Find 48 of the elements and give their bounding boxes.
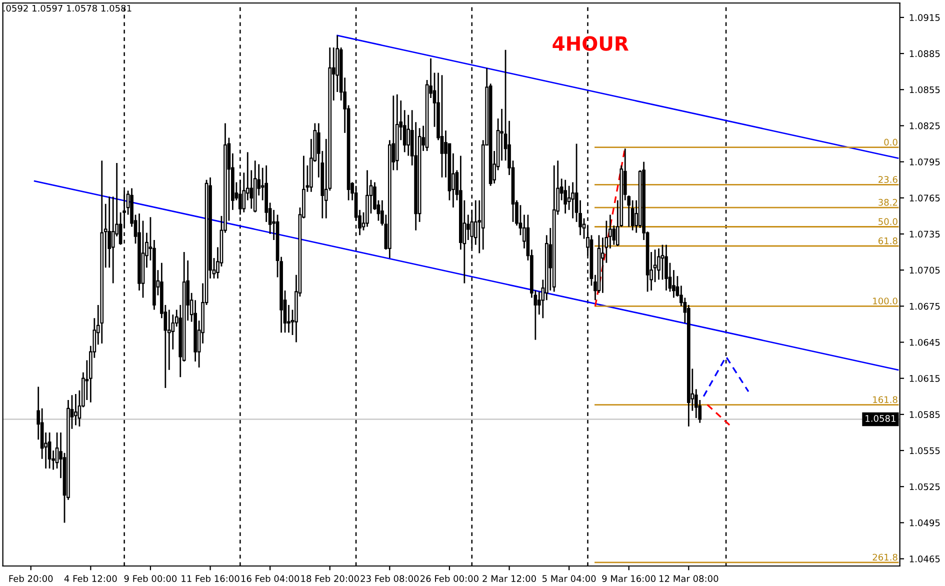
x-tick-label: 4 Feb 12:00 — [64, 575, 117, 582]
annotation: 100.0 — [873, 298, 898, 304]
annotation: .0592 1.0597 1.0578 1.0581 — [4, 4, 132, 12]
y-tick-label: 1.0555 — [910, 447, 940, 454]
x-tick-label: 11 Feb 16:00 — [182, 575, 240, 582]
y-tick-label: 1.0465 — [910, 556, 940, 562]
annotation: 261.8 — [872, 554, 898, 561]
y-tick-label: 1.0615 — [910, 375, 940, 382]
ref-line-label: 1.0581 — [866, 415, 896, 422]
candlestick — [74, 393, 78, 426]
annotation: 161.8 — [873, 396, 898, 404]
candlestick — [48, 432, 52, 470]
annotation: 23.6 — [878, 176, 898, 183]
y-tick-label: 1.0585 — [910, 411, 940, 418]
y-tick-label: 1.0705 — [910, 266, 940, 274]
candlestick — [664, 244, 668, 292]
y-tick-label: 1.0825 — [910, 122, 940, 130]
annotation: 50.0 — [878, 218, 898, 226]
candlestick — [630, 200, 634, 232]
x-tick-label: 12 Mar 08:00 — [660, 575, 718, 582]
x-tick-label: 5 Mar 04:00 — [542, 575, 596, 582]
candlestick — [466, 214, 470, 241]
y-tick-label: 1.0675 — [910, 302, 940, 310]
x-tick-label: 26 Feb 00:00 — [420, 575, 478, 582]
x-tick-label: 16 Feb 04:00 — [241, 575, 300, 582]
annotation: 38.2 — [878, 198, 898, 206]
candlestick — [571, 182, 574, 220]
annotation: 61.8 — [878, 237, 898, 244]
x-tick-label: 23 Feb 08:00 — [360, 575, 419, 582]
x-tick-label: 9 Mar 16:00 — [602, 575, 656, 582]
x-tick-label: 2 Mar 12:00 — [482, 575, 536, 582]
y-tick-label: 1.0495 — [910, 519, 940, 526]
y-tick-label: 1.0525 — [910, 483, 940, 490]
y-tick-label: 1.0765 — [910, 194, 940, 202]
candlestick — [440, 74, 444, 178]
y-tick-label: 1.0645 — [910, 338, 940, 346]
annotation: 0.0 — [884, 138, 898, 146]
x-tick-label: Feb 20:00 — [9, 575, 53, 582]
x-tick-label: 9 Feb 00:00 — [124, 575, 177, 582]
candlestick — [564, 179, 568, 214]
y-tick-label: 1.0855 — [910, 86, 940, 94]
y-tick-label: 1.0915 — [910, 14, 940, 21]
y-tick-label: 1.0885 — [910, 50, 940, 58]
y-tick-label: 1.0795 — [910, 158, 940, 166]
x-tick-label: 18 Feb 20:00 — [301, 575, 359, 582]
candlestick — [657, 248, 660, 280]
text: 4HOUR — [552, 36, 629, 51]
y-tick-label: 1.0735 — [910, 230, 940, 238]
